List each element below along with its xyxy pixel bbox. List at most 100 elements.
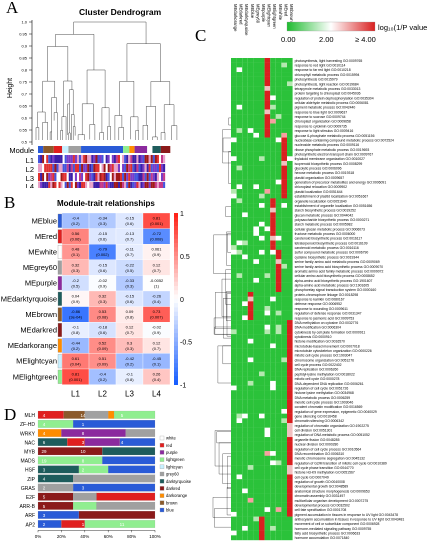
color-scale-segment	[174, 294, 178, 300]
trait-track-cell	[150, 182, 153, 188]
go-term-label: chromatin silencing GO:0006342	[295, 419, 344, 423]
enrichment-cell	[287, 217, 293, 222]
dendrogram-y-tick-label: 1.0	[21, 20, 27, 25]
trait-track-cell	[74, 173, 77, 182]
go-term-label: developmental process GO:0032502	[295, 503, 350, 507]
enrichment-cell	[270, 502, 276, 508]
go-term-label: regulation of defense response GO:003134…	[295, 312, 362, 316]
enrichment-cell	[253, 212, 259, 218]
enrichment-cell	[259, 259, 265, 265]
enrichment-cell	[231, 165, 237, 171]
trait-track-cell	[161, 182, 164, 188]
go-term-label: isoprenoid biosynthetic process GO:00082…	[295, 162, 363, 166]
enrichment-cell	[270, 530, 276, 536]
trait-track-cell	[117, 155, 121, 164]
correlation-p-value: (0.8)	[71, 330, 80, 335]
enrichment-cell	[242, 203, 248, 208]
dendrogram-branch	[68, 132, 71, 140]
correlation-value: 0.73	[153, 309, 162, 314]
dendrogram-branch	[160, 132, 166, 140]
trait-track-cell	[146, 173, 149, 182]
enrichment-cell	[281, 390, 287, 396]
enrichment-cell	[247, 174, 254, 180]
trait-track-cell	[93, 164, 96, 173]
enrichment-cell	[270, 226, 276, 232]
trait-track-cell	[56, 155, 59, 164]
enrichment-cell	[287, 465, 293, 471]
enrichment-cell	[242, 408, 248, 414]
enrichment-cell	[236, 277, 243, 283]
trait-track-cell	[124, 173, 127, 182]
enrichment-cell	[281, 189, 287, 194]
color-scale-tick: -0.5	[180, 340, 192, 347]
correlation-value: -0.4	[99, 372, 107, 377]
go-term-label: response to wounding GO:0009611	[295, 307, 348, 311]
trait-track-cell	[81, 182, 84, 188]
dendrogram-branch	[37, 111, 46, 128]
enrichment-cell	[231, 366, 237, 372]
enrichment-cell	[270, 207, 276, 213]
enrichment-cell	[236, 282, 243, 288]
module-color-block	[160, 146, 171, 153]
enrichment-cell	[270, 446, 276, 452]
color-scale-segment	[174, 225, 178, 231]
enrichment-cell	[259, 268, 265, 274]
enrichment-cell	[275, 427, 282, 433]
dendrogram-branch	[171, 125, 178, 140]
enrichment-cell	[242, 67, 248, 73]
enrichment-cell	[287, 109, 293, 115]
trait-track-cell	[117, 164, 121, 173]
enrichment-cell	[247, 474, 254, 480]
enrichment-cell	[264, 394, 271, 400]
dendrogram-branch	[42, 122, 48, 140]
enrichment-cell	[242, 371, 248, 377]
enrichment-cell	[236, 67, 243, 73]
enrichment-cell	[242, 306, 248, 311]
enrichment-cell	[264, 100, 271, 105]
color-scale-segment	[174, 380, 178, 385]
trait-track-cell	[154, 155, 157, 164]
trait-track-cell	[140, 182, 143, 188]
enrichment-cell	[231, 479, 237, 485]
enrichment-cell	[275, 254, 282, 260]
enrichment-cell	[270, 525, 276, 531]
tf-family-label: AP2	[26, 522, 36, 528]
enrichment-cell	[231, 343, 237, 349]
enrichment-cell	[281, 483, 287, 489]
enrichment-cell	[264, 324, 271, 330]
tf-family-label: ZIP	[27, 477, 35, 483]
dendrogram-branch	[51, 97, 57, 132]
enrichment-cell	[247, 189, 254, 194]
enrichment-cell	[253, 245, 259, 251]
enrichment-cell	[287, 334, 293, 339]
enrichment-cell	[231, 221, 237, 227]
enrichment-cell	[231, 151, 237, 157]
enrichment-cell	[259, 479, 265, 485]
correlation-cell	[142, 368, 171, 385]
correlation-value: 0.09	[126, 309, 135, 314]
enrichment-cell	[231, 301, 237, 307]
tf-family-label: HSF	[25, 468, 35, 474]
enrichment-cell	[281, 329, 287, 335]
enrichment-cell	[247, 277, 254, 283]
enrichment-cell	[259, 198, 265, 204]
enrichment-cell	[242, 146, 248, 152]
enrichment-cell	[253, 104, 259, 110]
enrichment-cell	[264, 296, 271, 302]
enrichment-cell	[281, 235, 287, 241]
enrichment-cell	[236, 263, 243, 269]
enrichment-cell	[287, 179, 293, 185]
module-column-label: MEwhite	[278, 4, 283, 21]
enrichment-cell	[270, 245, 276, 251]
enrichment-cell	[253, 259, 259, 265]
enrichment-cell	[247, 521, 254, 527]
enrichment-cell	[242, 90, 248, 96]
trait-track-cell	[105, 182, 108, 188]
enrichment-cell	[275, 58, 282, 63]
enrichment-cell	[236, 493, 243, 499]
enrichment-cell	[247, 535, 254, 541]
enrichment-cell	[270, 128, 276, 134]
color-scale-segment	[174, 371, 178, 377]
bar-x-tick-label: 100%	[149, 534, 161, 539]
enrichment-cell	[242, 193, 248, 199]
